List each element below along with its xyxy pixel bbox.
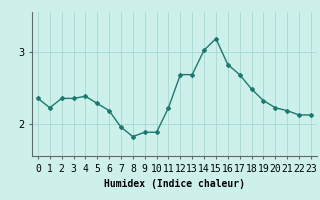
X-axis label: Humidex (Indice chaleur): Humidex (Indice chaleur): [104, 179, 245, 189]
